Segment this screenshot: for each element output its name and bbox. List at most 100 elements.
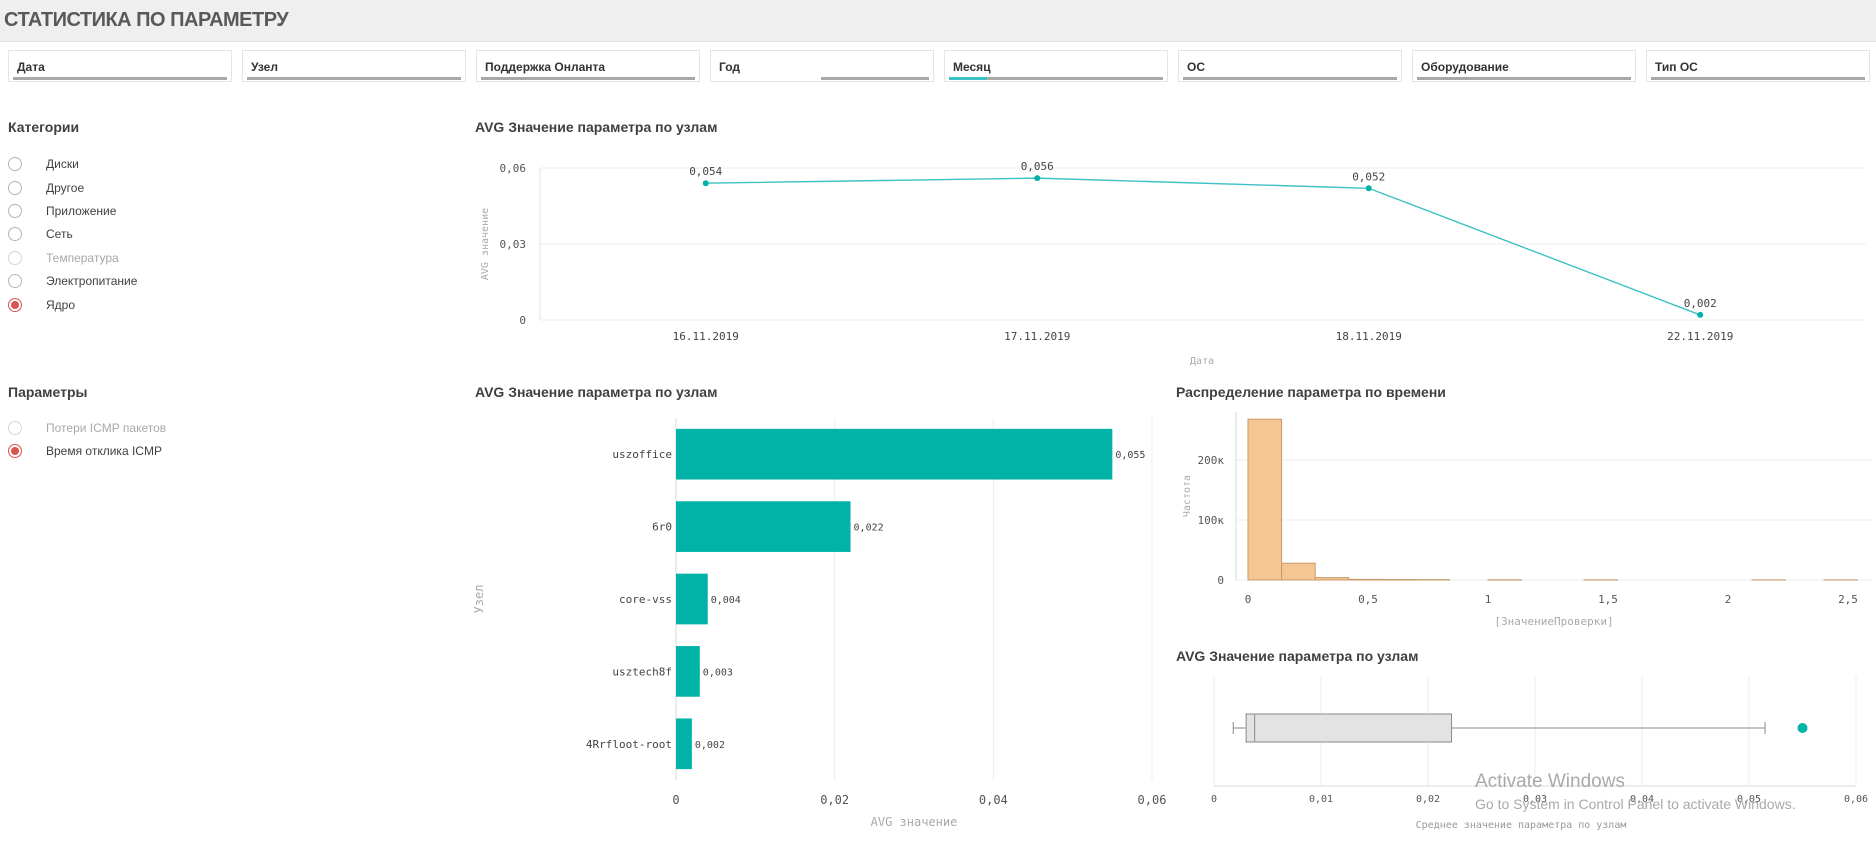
x-tick-label: 16.11.2019 <box>673 330 739 343</box>
y-axis-title: Частота <box>1182 475 1193 517</box>
filter-selection-bar <box>481 77 695 80</box>
y-axis-title: AVG значение <box>480 208 491 280</box>
filter-selection-bar <box>949 77 1163 80</box>
y-tick-label: 0,03 <box>500 238 527 251</box>
filter-label: Поддержка Онланта <box>485 60 606 74</box>
watermark-title: Activate Windows <box>1475 771 1625 792</box>
x-tick-label: 0,02 <box>820 793 849 807</box>
filter-label: Узел <box>251 60 278 74</box>
filter-selected-accent <box>949 77 987 80</box>
filter-label: Дата <box>17 60 45 74</box>
x-tick-label: 0 <box>1211 794 1217 805</box>
radio-button[interactable] <box>8 251 22 265</box>
x-tick-label: 17.11.2019 <box>1004 330 1070 343</box>
filter-month[interactable]: Месяц <box>944 50 1168 82</box>
filter-os-type[interactable]: Тип ОС <box>1646 50 1870 82</box>
parameter-label: Время отклика ICMP <box>46 444 162 458</box>
filter-label: ОС <box>1187 60 1205 74</box>
category-label: Электропитание <box>46 274 138 288</box>
category-temperature[interactable]: Температура <box>8 249 308 269</box>
filter-os[interactable]: ОС <box>1178 50 1402 82</box>
line-chart: 0 0,03 0,06 AVG значение 0,054 16.11.2019 0,05… <box>480 160 1866 367</box>
y-tick-label: 200к <box>1198 454 1225 467</box>
filter-label: Год <box>719 60 740 74</box>
bar <box>676 646 700 697</box>
x-tick-label: 0,06 <box>1138 793 1167 807</box>
parameters-panel: Параметры Потери ICMP пакетов Время откл… <box>8 384 448 464</box>
y-tick-label: 0,06 <box>500 162 527 175</box>
data-label: 0,004 <box>711 595 741 606</box>
filter-bar: Дата Узел Поддержка Онланта Год Месяц ОС… <box>8 50 1870 84</box>
y-tick-label: 4Rrfloot-root <box>586 738 672 751</box>
filter-selection-bar <box>247 77 461 80</box>
windows-activation-watermark: Activate Windows Go to System in Control… <box>1475 771 1796 812</box>
parameter-icmp-loss[interactable]: Потери ICMP пакетов <box>8 419 308 439</box>
data-point <box>1697 311 1704 318</box>
bar-chart-title: AVG Значение параметра по узлам <box>475 384 718 400</box>
histogram-title: Распределение параметра по времени <box>1176 384 1446 400</box>
histogram-bar <box>1314 577 1350 581</box>
data-label: 0,003 <box>703 667 733 678</box>
page-header: СТАТИСТИКА ПО ПАРАМЕТРУ <box>0 0 1876 42</box>
radio-button[interactable] <box>8 204 22 218</box>
bar <box>676 573 708 625</box>
radio-button[interactable] <box>8 181 22 195</box>
filter-label: Тип ОС <box>1655 60 1698 74</box>
radio-button-selected[interactable] <box>8 298 22 312</box>
filter-date[interactable]: Дата <box>8 50 232 82</box>
x-tick-label: 0 <box>1245 593 1252 606</box>
outlier-point <box>1797 723 1808 733</box>
data-label: 0,052 <box>1352 170 1385 183</box>
filter-label: Оборудование <box>1421 60 1509 74</box>
histogram-bar <box>1247 418 1283 581</box>
radio-button[interactable] <box>8 157 22 171</box>
categories-panel: Категории Диски Другое Приложение Сеть Т… <box>8 119 448 319</box>
data-label: 0,022 <box>854 523 884 534</box>
radio-button-selected[interactable] <box>8 444 22 458</box>
parameter-icmp-response[interactable]: Время отклика ICMP <box>8 442 308 462</box>
x-tick-label: 22.11.2019 <box>1667 330 1733 343</box>
radio-button[interactable] <box>8 227 22 241</box>
x-axis-title: AVG значение <box>871 815 958 829</box>
parameters-title: Параметры <box>8 384 88 400</box>
category-application[interactable]: Приложение <box>8 202 308 222</box>
line-chart-title: AVG Значение параметра по узлам <box>475 119 718 135</box>
filter-selection-bar <box>13 77 227 80</box>
category-disks[interactable]: Диски <box>8 155 308 175</box>
radio-button[interactable] <box>8 421 22 435</box>
page-title: СТАТИСТИКА ПО ПАРАМЕТРУ <box>4 9 289 31</box>
y-tick-label: 0 <box>519 314 526 327</box>
filter-selection-bar <box>1651 77 1865 80</box>
data-label: 0,054 <box>689 165 722 178</box>
x-tick-label: 1,5 <box>1598 593 1618 606</box>
x-tick-label: 18.11.2019 <box>1336 330 1402 343</box>
category-power[interactable]: Электропитание <box>8 272 308 292</box>
parameter-label: Потери ICMP пакетов <box>46 421 167 435</box>
data-point <box>1034 175 1041 182</box>
category-other[interactable]: Другое <box>8 179 308 199</box>
data-label: 0,002 <box>695 740 725 751</box>
radio-button[interactable] <box>8 274 22 288</box>
x-tick-label: 0,01 <box>1309 794 1333 805</box>
box-chart-title: AVG Значение параметра по узлам <box>1176 648 1419 664</box>
filter-selection-bar <box>1417 77 1631 80</box>
x-tick-label: 0,02 <box>1416 794 1440 805</box>
x-tick-label: 0,06 <box>1844 794 1868 805</box>
category-kernel[interactable]: Ядро <box>8 296 308 316</box>
categories-title: Категории <box>8 119 80 135</box>
filter-label: Месяц <box>953 60 991 74</box>
filter-support[interactable]: Поддержка Онланта <box>476 50 700 82</box>
category-label: Другое <box>46 181 85 195</box>
category-network[interactable]: Сеть <box>8 225 308 245</box>
filter-node[interactable]: Узел <box>242 50 466 82</box>
x-axis-title: Дата <box>1190 356 1214 367</box>
filter-selection-bar <box>821 77 929 80</box>
x-tick-label: 2 <box>1725 593 1732 606</box>
category-label: Ядро <box>46 298 76 312</box>
x-tick-label: 2,5 <box>1838 593 1858 606</box>
filter-year[interactable]: Год <box>710 50 934 82</box>
category-label: Приложение <box>46 204 117 218</box>
filter-hardware[interactable]: Оборудование <box>1412 50 1636 82</box>
box-plot-chart: 0 0,01 0,02 0,03 0,04 0,05 0,06 Среднее значени… <box>1211 676 1868 831</box>
y-tick-label: uszoffice <box>612 448 672 461</box>
